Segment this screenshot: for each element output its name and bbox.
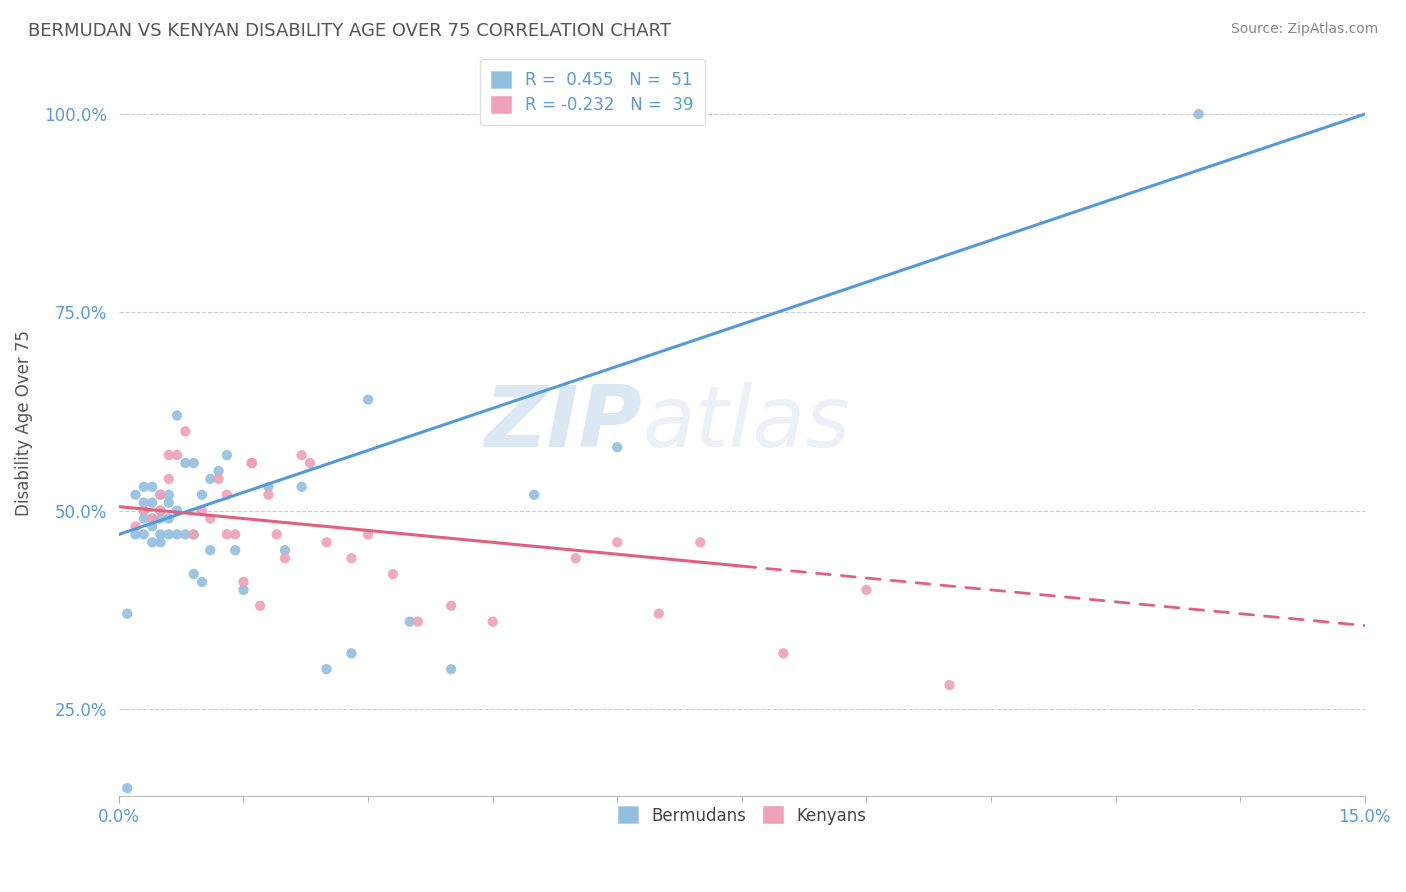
- Point: [240, 456, 263, 470]
- Point: [240, 456, 263, 470]
- Point: [141, 519, 163, 533]
- Point: [406, 615, 429, 629]
- Point: [257, 480, 280, 494]
- Point: [191, 574, 214, 589]
- Point: [340, 646, 363, 660]
- Point: [215, 527, 238, 541]
- Point: [174, 456, 197, 470]
- Point: [157, 472, 180, 486]
- Point: [132, 527, 155, 541]
- Point: [440, 599, 463, 613]
- Point: [166, 448, 188, 462]
- Point: [855, 582, 877, 597]
- Point: [232, 574, 254, 589]
- Point: [200, 543, 222, 558]
- Point: [249, 599, 271, 613]
- Point: [215, 448, 238, 462]
- Point: [157, 511, 180, 525]
- Point: [606, 535, 628, 549]
- Point: [149, 527, 172, 541]
- Point: [357, 392, 380, 407]
- Point: [298, 456, 321, 470]
- Point: [141, 480, 163, 494]
- Point: [157, 448, 180, 462]
- Point: [207, 464, 229, 478]
- Point: [274, 551, 297, 566]
- Point: [357, 527, 380, 541]
- Point: [183, 567, 205, 582]
- Point: [938, 678, 960, 692]
- Text: atlas: atlas: [643, 382, 851, 465]
- Point: [382, 567, 405, 582]
- Point: [207, 472, 229, 486]
- Point: [141, 496, 163, 510]
- Point: [564, 551, 586, 566]
- Point: [481, 615, 503, 629]
- Point: [274, 543, 297, 558]
- Point: [149, 535, 172, 549]
- Point: [315, 535, 337, 549]
- Point: [166, 527, 188, 541]
- Point: [132, 503, 155, 517]
- Point: [772, 646, 794, 660]
- Point: [689, 535, 711, 549]
- Point: [157, 527, 180, 541]
- Point: [291, 448, 314, 462]
- Point: [340, 551, 363, 566]
- Point: [174, 527, 197, 541]
- Text: ZIP: ZIP: [485, 382, 643, 465]
- Point: [183, 456, 205, 470]
- Text: Source: ZipAtlas.com: Source: ZipAtlas.com: [1230, 22, 1378, 37]
- Point: [183, 527, 205, 541]
- Point: [115, 607, 138, 621]
- Text: BERMUDAN VS KENYAN DISABILITY AGE OVER 75 CORRELATION CHART: BERMUDAN VS KENYAN DISABILITY AGE OVER 7…: [28, 22, 671, 40]
- Y-axis label: Disability Age Over 75: Disability Age Over 75: [15, 330, 32, 516]
- Point: [166, 503, 188, 517]
- Point: [132, 496, 155, 510]
- Point: [149, 488, 172, 502]
- Point: [440, 662, 463, 676]
- Point: [200, 511, 222, 525]
- Point: [315, 662, 337, 676]
- Point: [240, 456, 263, 470]
- Point: [174, 425, 197, 439]
- Point: [1188, 107, 1211, 121]
- Point: [232, 582, 254, 597]
- Point: [141, 511, 163, 525]
- Point: [157, 488, 180, 502]
- Point: [191, 503, 214, 517]
- Point: [398, 615, 420, 629]
- Point: [191, 488, 214, 502]
- Point: [124, 519, 146, 533]
- Legend: Bermudans, Kenyans: Bermudans, Kenyans: [606, 795, 877, 836]
- Point: [215, 488, 238, 502]
- Point: [132, 511, 155, 525]
- Point: [149, 488, 172, 502]
- Point: [149, 503, 172, 517]
- Point: [523, 488, 546, 502]
- Point: [157, 496, 180, 510]
- Point: [149, 511, 172, 525]
- Point: [606, 440, 628, 454]
- Point: [200, 472, 222, 486]
- Point: [124, 488, 146, 502]
- Point: [183, 527, 205, 541]
- Point: [124, 527, 146, 541]
- Point: [141, 511, 163, 525]
- Point: [115, 781, 138, 796]
- Point: [132, 480, 155, 494]
- Point: [648, 607, 671, 621]
- Point: [224, 543, 246, 558]
- Point: [149, 503, 172, 517]
- Point: [141, 535, 163, 549]
- Point: [166, 409, 188, 423]
- Point: [266, 527, 288, 541]
- Point: [132, 503, 155, 517]
- Point: [257, 488, 280, 502]
- Point: [291, 480, 314, 494]
- Point: [224, 527, 246, 541]
